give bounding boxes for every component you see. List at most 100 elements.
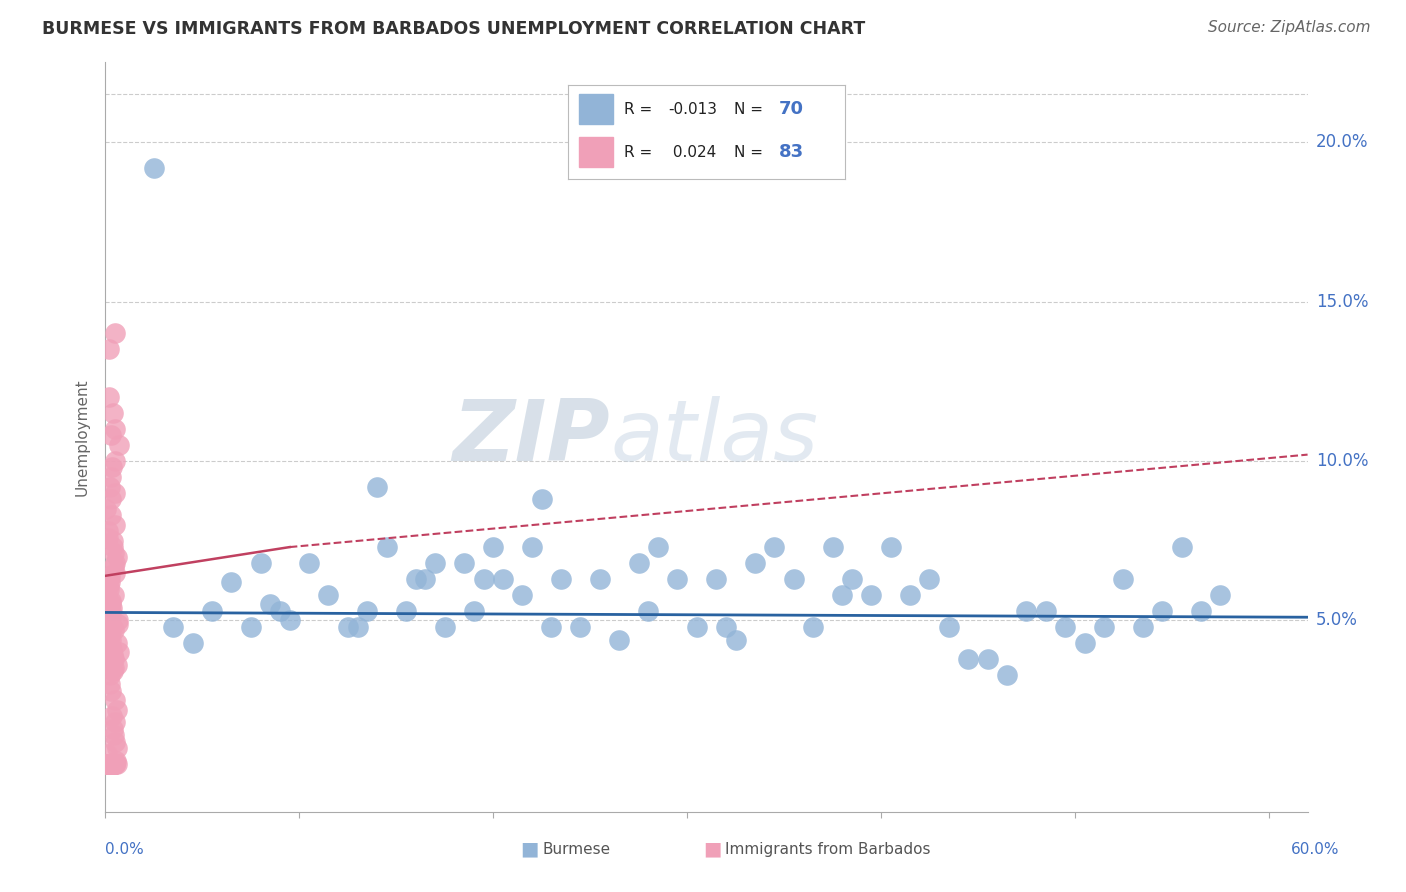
Point xyxy=(98,582,121,596)
Point xyxy=(98,667,121,681)
Text: BURMESE VS IMMIGRANTS FROM BARBADOS UNEMPLOYMENT CORRELATION CHART: BURMESE VS IMMIGRANTS FROM BARBADOS UNEM… xyxy=(42,20,866,37)
Point xyxy=(1209,588,1232,602)
Point xyxy=(423,556,446,570)
Point xyxy=(96,747,118,762)
Point xyxy=(1054,620,1077,634)
Point xyxy=(104,756,127,771)
Point xyxy=(415,572,437,586)
Text: ZIP: ZIP xyxy=(453,395,610,479)
Point xyxy=(841,572,863,586)
Point xyxy=(239,620,262,634)
Point xyxy=(492,572,515,586)
Point xyxy=(356,604,378,618)
Text: 20.0%: 20.0% xyxy=(1316,133,1368,151)
Point xyxy=(101,642,124,657)
Point xyxy=(101,600,124,615)
Point xyxy=(101,406,124,420)
Point xyxy=(96,655,118,669)
Point xyxy=(686,620,709,634)
Point xyxy=(96,756,118,771)
Point xyxy=(1015,604,1038,618)
Point xyxy=(97,390,120,404)
Point xyxy=(463,604,485,618)
Point xyxy=(98,343,121,357)
Point xyxy=(366,479,388,493)
Point xyxy=(100,428,122,442)
Point xyxy=(103,546,125,560)
Point xyxy=(98,629,121,643)
Point xyxy=(105,658,128,673)
Point xyxy=(107,616,129,631)
Point xyxy=(104,556,127,570)
Point xyxy=(627,556,650,570)
Point xyxy=(860,588,883,602)
Point xyxy=(100,492,122,507)
Point xyxy=(96,626,118,640)
Point xyxy=(510,588,533,602)
Point xyxy=(101,756,124,771)
Point xyxy=(1189,604,1212,618)
Point xyxy=(898,588,921,602)
Point xyxy=(101,533,124,548)
Point xyxy=(104,693,127,707)
Point xyxy=(375,540,398,554)
Text: Burmese: Burmese xyxy=(543,842,610,856)
Point xyxy=(103,588,125,602)
Point xyxy=(520,540,543,554)
Point xyxy=(976,651,998,665)
Point xyxy=(104,756,127,771)
Point xyxy=(1073,636,1095,650)
Point xyxy=(1132,620,1154,634)
Point xyxy=(938,620,960,634)
Point xyxy=(1092,620,1115,634)
Point xyxy=(637,604,659,618)
Point xyxy=(550,572,572,586)
Point xyxy=(104,326,127,341)
Point xyxy=(704,572,727,586)
Point xyxy=(97,756,120,771)
Point xyxy=(201,604,224,618)
Text: 60.0%: 60.0% xyxy=(1291,842,1339,856)
Point xyxy=(617,161,640,175)
Point xyxy=(105,549,128,564)
Point xyxy=(1152,604,1174,618)
Point xyxy=(918,572,941,586)
Point xyxy=(98,607,121,621)
Point xyxy=(1112,572,1135,586)
Text: ■: ■ xyxy=(520,839,538,859)
Point xyxy=(96,591,118,606)
Point xyxy=(221,575,243,590)
Point xyxy=(94,756,117,771)
Text: 0.0%: 0.0% xyxy=(105,842,145,856)
Text: 10.0%: 10.0% xyxy=(1316,452,1368,470)
Point xyxy=(103,756,125,771)
Text: Source: ZipAtlas.com: Source: ZipAtlas.com xyxy=(1208,20,1371,35)
Point xyxy=(100,594,122,608)
Y-axis label: Unemployment: Unemployment xyxy=(75,378,90,496)
Point xyxy=(1035,604,1057,618)
Point xyxy=(105,703,128,717)
Point xyxy=(96,756,118,771)
Point xyxy=(104,756,127,771)
Point xyxy=(103,756,125,771)
Point xyxy=(453,556,475,570)
Point xyxy=(101,460,124,475)
Point xyxy=(101,756,124,771)
Point xyxy=(783,572,806,586)
Point xyxy=(100,598,122,612)
Point xyxy=(97,756,120,771)
Point xyxy=(98,568,121,582)
Point xyxy=(104,734,127,748)
Point xyxy=(995,667,1018,681)
Point xyxy=(101,620,124,634)
Point xyxy=(104,454,127,468)
Point xyxy=(105,636,128,650)
Point xyxy=(97,524,120,538)
Point xyxy=(821,540,844,554)
Point xyxy=(107,438,129,452)
Point xyxy=(107,756,129,771)
Point xyxy=(336,620,359,634)
Point xyxy=(666,572,689,586)
Point xyxy=(482,540,505,554)
Point xyxy=(724,632,747,647)
